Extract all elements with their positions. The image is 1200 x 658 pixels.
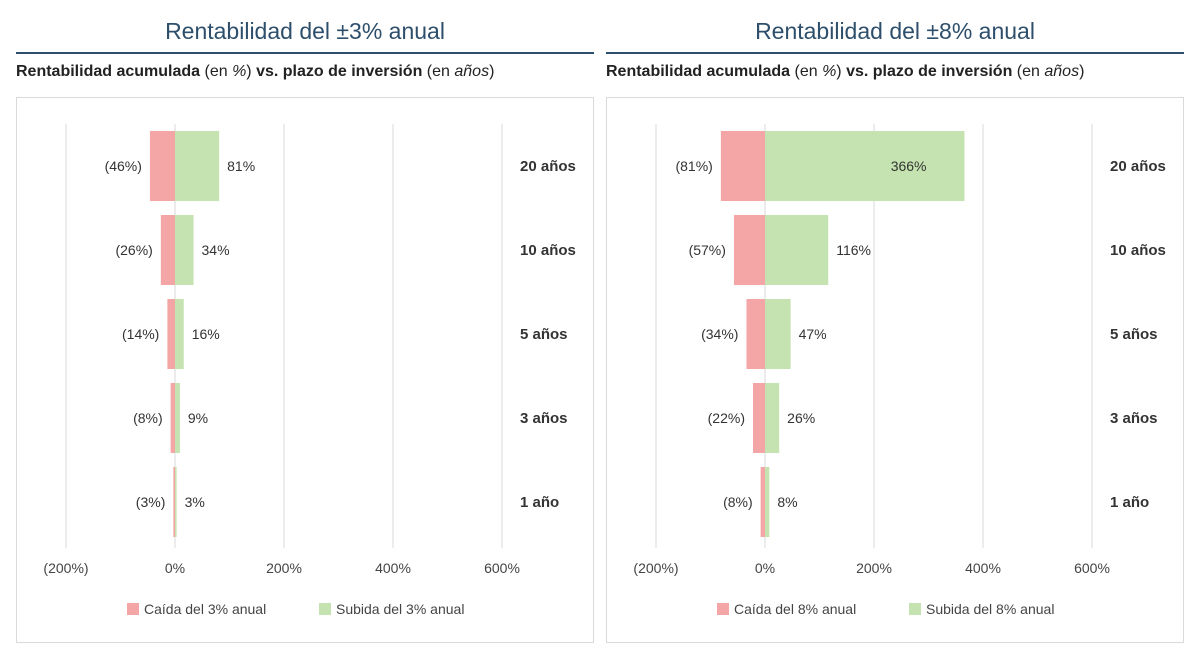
data-label-positive: 26% <box>787 410 815 426</box>
legend-swatch-positive <box>319 603 331 615</box>
data-label-positive: 8% <box>777 494 797 510</box>
subtitle-part: ) <box>836 63 847 80</box>
x-tick-label: 400% <box>965 560 1001 576</box>
legend-swatch-negative <box>127 603 139 615</box>
bar-negative <box>160 215 175 285</box>
bar-negative <box>720 131 765 201</box>
bar-negative <box>167 299 175 369</box>
bar-positive <box>175 467 177 537</box>
bar-positive <box>765 215 829 285</box>
category-label: 1 año <box>520 494 559 511</box>
bar-negative <box>149 131 175 201</box>
x-tick-label: 200% <box>266 560 302 576</box>
bar-negative <box>170 383 175 453</box>
bar-negative <box>733 215 765 285</box>
subtitle-part: (en <box>422 63 455 80</box>
x-tick-label: 400% <box>375 560 411 576</box>
bar-chart: (46%) 81% 20 años (26%) 34% 10 años (14%) 16% 5 … <box>43 124 576 617</box>
bar-positive <box>765 299 791 369</box>
bar-positive <box>175 299 184 369</box>
bar-negative <box>746 299 765 369</box>
data-label-negative: (3%) <box>136 494 166 510</box>
subtitle-part: (en <box>200 63 233 80</box>
legend-label-negative: Caída del 8% anual <box>734 601 856 617</box>
data-label-positive: 34% <box>202 242 230 258</box>
data-label-positive: 116% <box>836 242 871 258</box>
category-label: 5 años <box>520 326 568 343</box>
x-tick-label: 600% <box>484 560 520 576</box>
data-label-positive: 16% <box>192 326 220 342</box>
x-tick-label: (200%) <box>633 560 678 576</box>
subtitle-part: Rentabilidad acumulada <box>16 63 201 80</box>
data-label-positive: 47% <box>799 326 827 342</box>
data-label-negative: (14%) <box>122 326 159 342</box>
category-label: 10 años <box>520 242 576 259</box>
subtitle-part: % <box>232 63 247 80</box>
data-label-negative: (81%) <box>675 158 712 174</box>
legend-label-negative: Caída del 3% anual <box>144 601 266 617</box>
subtitle-part: Rentabilidad acumulada <box>606 63 791 80</box>
subtitle-part: vs. plazo de inversión <box>256 63 423 80</box>
legend-label-positive: Subida del 8% anual <box>926 601 1054 617</box>
data-label-negative: (46%) <box>105 158 142 174</box>
x-tick-label: (200%) <box>43 560 88 576</box>
panel-title: Rentabilidad del ±8% anual <box>755 18 1035 44</box>
data-label-positive: 9% <box>188 410 208 426</box>
subtitle-part: ) <box>246 63 257 80</box>
legend-swatch-positive <box>909 603 921 615</box>
panel-title: Rentabilidad del ±3% anual <box>165 18 445 44</box>
data-label-positive: 81% <box>227 158 255 174</box>
subtitle-part: % <box>822 63 837 80</box>
subtitle-part: vs. plazo de inversión <box>846 63 1013 80</box>
data-label-positive: 3% <box>185 494 205 510</box>
bar-negative <box>760 467 765 537</box>
category-label: 5 años <box>1110 326 1158 343</box>
chart-area: (46%) 81% 20 años (26%) 34% 10 años (14%) 16% 5 … <box>16 97 594 643</box>
bar-positive <box>175 383 180 453</box>
panel-right: Rentabilidad del ±8% anual Rentabilidad … <box>606 0 1184 658</box>
subtitle-part: ) <box>489 63 495 80</box>
category-label: 20 años <box>520 158 576 175</box>
subtitle-part: años <box>454 63 490 80</box>
bar-positive <box>765 467 770 537</box>
subtitle-part: (en <box>790 63 823 80</box>
bar-positive <box>765 131 965 201</box>
bar-positive <box>175 131 220 201</box>
bar-chart: (81%) 366% 20 años (57%) 116% 10 años (34%) 47%… <box>633 124 1166 617</box>
x-tick-label: 0% <box>165 560 185 576</box>
bar-positive <box>175 215 194 285</box>
title-rule <box>606 52 1184 54</box>
data-label-negative: (8%) <box>723 494 753 510</box>
panel-subtitle: Rentabilidad acumulada (en %) vs. plazo … <box>16 63 494 81</box>
title-rule <box>16 52 594 54</box>
x-tick-label: 0% <box>755 560 775 576</box>
legend-swatch-negative <box>717 603 729 615</box>
subtitle-part: (en <box>1012 63 1045 80</box>
data-label-negative: (8%) <box>133 410 163 426</box>
bar-positive <box>765 383 780 453</box>
category-label: 10 años <box>1110 242 1166 259</box>
legend-label-positive: Subida del 3% anual <box>336 601 464 617</box>
subtitle-part: años <box>1044 63 1080 80</box>
panel-subtitle: Rentabilidad acumulada (en %) vs. plazo … <box>606 63 1084 81</box>
bar-negative <box>173 467 175 537</box>
x-tick-label: 600% <box>1074 560 1110 576</box>
data-label-positive: 366% <box>891 158 927 174</box>
category-label: 1 año <box>1110 494 1149 511</box>
category-label: 20 años <box>1110 158 1166 175</box>
subtitle-part: ) <box>1079 63 1085 80</box>
chart-area: (81%) 366% 20 años (57%) 116% 10 años (34%) 47%… <box>606 97 1184 643</box>
data-label-negative: (26%) <box>115 242 152 258</box>
category-label: 3 años <box>1110 410 1158 427</box>
data-label-negative: (22%) <box>708 410 745 426</box>
panel-left: Rentabilidad del ±3% anual Rentabilidad … <box>16 0 594 658</box>
data-label-negative: (34%) <box>701 326 738 342</box>
category-label: 3 años <box>520 410 568 427</box>
x-tick-label: 200% <box>856 560 892 576</box>
bar-negative <box>753 383 765 453</box>
data-label-negative: (57%) <box>689 242 726 258</box>
